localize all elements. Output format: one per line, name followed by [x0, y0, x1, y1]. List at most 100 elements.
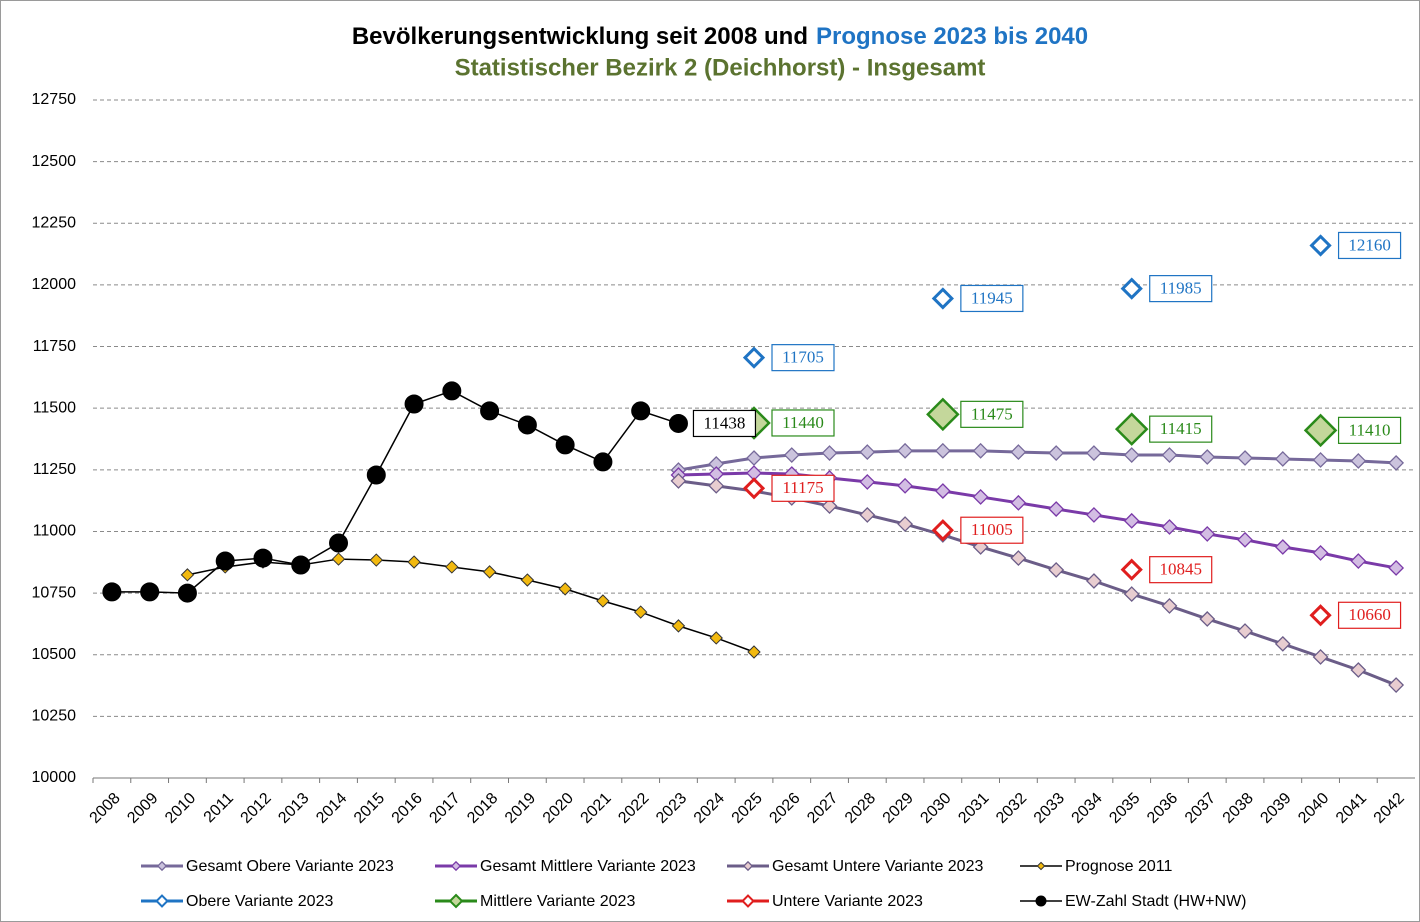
data-label: 11440 — [782, 413, 824, 432]
point — [448, 893, 464, 909]
legend-label: Mittlere Variante 2023 — [480, 893, 635, 910]
y-tick-label: 11000 — [33, 523, 76, 540]
point — [369, 553, 383, 567]
point — [1303, 413, 1338, 448]
point — [404, 394, 424, 414]
data-label: 11175 — [782, 478, 823, 497]
point — [1120, 558, 1143, 581]
point — [253, 548, 273, 568]
point — [742, 860, 754, 872]
point — [1048, 445, 1065, 461]
point — [1312, 452, 1329, 468]
point — [1123, 586, 1140, 602]
point — [555, 435, 575, 455]
y-tick-label: 12250 — [32, 214, 77, 231]
point — [746, 450, 762, 466]
point — [1120, 277, 1143, 300]
point — [329, 533, 349, 553]
legend-item: Gesamt Untere Variante 2023 — [727, 858, 983, 875]
point — [1388, 454, 1405, 471]
point — [670, 472, 687, 489]
point — [709, 631, 723, 645]
data-label: 11415 — [1160, 419, 1202, 438]
point — [331, 552, 346, 566]
y-tick-label: 10000 — [32, 769, 77, 786]
title-main: Bevölkerungsentwicklung seit 2008 und — [352, 23, 808, 50]
point — [1199, 611, 1216, 627]
point — [1010, 494, 1027, 511]
series-line — [187, 558, 755, 653]
y-tick-label: 11750 — [33, 338, 76, 355]
data-label-box — [1337, 416, 1402, 444]
point — [1123, 512, 1140, 529]
point — [102, 582, 122, 602]
data-label: 10660 — [1348, 605, 1391, 624]
point — [1350, 662, 1367, 678]
point — [633, 605, 648, 619]
point — [631, 401, 651, 421]
data-label-box — [1149, 275, 1213, 303]
point — [972, 442, 989, 459]
point — [442, 381, 462, 401]
y-tick-label: 11250 — [33, 461, 76, 478]
point — [742, 477, 766, 500]
legend-label: Gesamt Mittlere Variante 2023 — [480, 858, 696, 875]
legend-label: EW-Zahl Stadt (HW+NW) — [1065, 893, 1247, 910]
legend-item: Gesamt Mittlere Variante 2023 — [435, 858, 696, 875]
point — [671, 619, 686, 633]
legend-item: EW-Zahl Stadt (HW+NW) — [1020, 893, 1247, 910]
data-label-box — [960, 400, 1024, 428]
y-tick-label: 12500 — [32, 153, 77, 170]
point — [1161, 447, 1178, 463]
point — [1048, 561, 1065, 578]
point — [821, 498, 838, 514]
point — [668, 413, 688, 433]
point — [1010, 444, 1027, 460]
y-tick-label: 10500 — [32, 646, 77, 663]
point — [926, 397, 960, 432]
series — [670, 465, 1405, 576]
point — [450, 860, 462, 872]
legend-item: Mittlere Variante 2023 — [435, 893, 635, 910]
series-line — [111, 390, 679, 594]
point — [291, 555, 311, 575]
point — [1274, 635, 1291, 652]
point — [1199, 526, 1216, 542]
point — [742, 346, 766, 369]
point — [1388, 677, 1405, 693]
data-label-box — [1149, 556, 1213, 584]
point — [1123, 447, 1140, 463]
point — [1350, 453, 1367, 469]
legend-label: Obere Variante 2023 — [186, 893, 333, 910]
point — [1309, 234, 1332, 257]
data-label-box — [771, 344, 835, 372]
legend-label: Untere Variante 2023 — [772, 893, 923, 910]
legend-item: Obere Variante 2023 — [141, 893, 333, 910]
series: 11705 11945 11985 12160 — [742, 231, 1402, 372]
point — [407, 555, 421, 569]
point — [934, 442, 951, 459]
point — [177, 583, 197, 603]
y-tick-label: 10250 — [32, 708, 77, 725]
point — [859, 507, 876, 523]
chart-subtitle: Statistischer Bezirk 2 (Deichhorst) - In… — [455, 54, 986, 81]
data-label-box — [1337, 601, 1402, 629]
y-tick-label: 12000 — [32, 276, 77, 293]
series: 11440 11475 11415 11410 — [737, 397, 1402, 448]
point — [1237, 623, 1253, 639]
point — [783, 447, 800, 463]
point — [1237, 531, 1253, 548]
point — [897, 516, 914, 532]
point — [1161, 597, 1178, 614]
data-label-box — [1337, 231, 1402, 260]
point — [1312, 544, 1329, 561]
point — [1350, 553, 1367, 569]
chart-title: Bevölkerungsentwicklung seit 2008 und Pro… — [352, 23, 1088, 50]
point — [1312, 649, 1329, 665]
data-label: 11410 — [1349, 420, 1391, 439]
point — [593, 452, 613, 472]
point — [445, 560, 459, 574]
point — [931, 287, 954, 310]
